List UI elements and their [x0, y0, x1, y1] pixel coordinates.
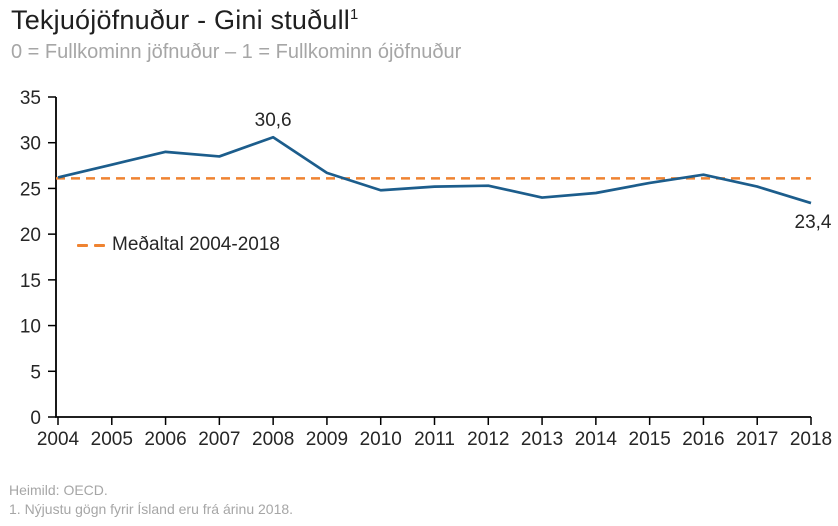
x-axis-tick-label: 2005 [91, 429, 133, 450]
x-axis-tick-label: 2018 [790, 429, 832, 450]
chart-title-text: Tekjuójöfnuður - Gini stuðull [11, 5, 350, 35]
x-axis-tick-label: 2011 [414, 429, 455, 450]
x-axis-tick-label: 2017 [736, 429, 778, 450]
x-axis-tick-label: 2014 [575, 429, 618, 450]
chart-footer: Heimild: OECD. 1. Nýjustu gögn fyrir Ísl… [9, 481, 293, 519]
legend-dash-icon [77, 243, 88, 247]
y-axis-tick-label: 5 [30, 362, 41, 383]
footnote: 1. Nýjustu gögn fyrir Ísland eru frá ári… [9, 501, 294, 517]
y-axis-tick-label: 20 [20, 225, 41, 246]
gini-series-line [57, 135, 812, 205]
x-axis-tick-label: 2016 [682, 429, 724, 450]
legend-label: Meðaltal 2004-2018 [112, 234, 280, 255]
x-axis-tick-label: 2010 [360, 429, 402, 450]
x-axis-tick-label: 2009 [306, 429, 348, 450]
chart-subtitle: 0 = Fullkominn jöfnuður – 1 = Fullkominn… [11, 41, 462, 63]
x-axis-tick-label: 2008 [252, 429, 294, 450]
x-axis-tick-label: 2015 [629, 429, 671, 450]
legend-dash-icon [94, 243, 105, 247]
y-axis-tick-label: 10 [20, 317, 41, 338]
x-axis-tick-label: 2004 [37, 429, 80, 450]
gini-line-chart: 0 5 10 15 20 25 30 35 2004 2005 2006 2007 2008 2009 20… [20, 88, 832, 450]
y-axis-tick-label: 25 [20, 179, 41, 200]
y-axis-tick-label: 15 [20, 271, 41, 292]
x-axis-tick-label: 2012 [467, 429, 509, 450]
x-axis-tick-label: 2013 [521, 429, 563, 450]
chart-title: Tekjuójöfnuður - Gini stuðull1 [11, 5, 358, 36]
source-note: Heimild: OECD. [9, 482, 108, 498]
data-point-label: 30,6 [255, 110, 292, 131]
y-axis-tick-label: 35 [20, 88, 41, 109]
y-axis-tick-label: 30 [20, 134, 41, 155]
y-axis-tick-label: 0 [30, 408, 41, 429]
x-axis-tick-label: 2007 [198, 429, 240, 450]
axis-lines [55, 97, 811, 418]
average-legend: Meðaltal 2004-2018 [77, 234, 280, 256]
chart-title-footnote-marker: 1 [349, 7, 359, 23]
x-axis-tick-label: 2006 [144, 429, 186, 450]
data-point-label: 23,4 [795, 212, 832, 233]
